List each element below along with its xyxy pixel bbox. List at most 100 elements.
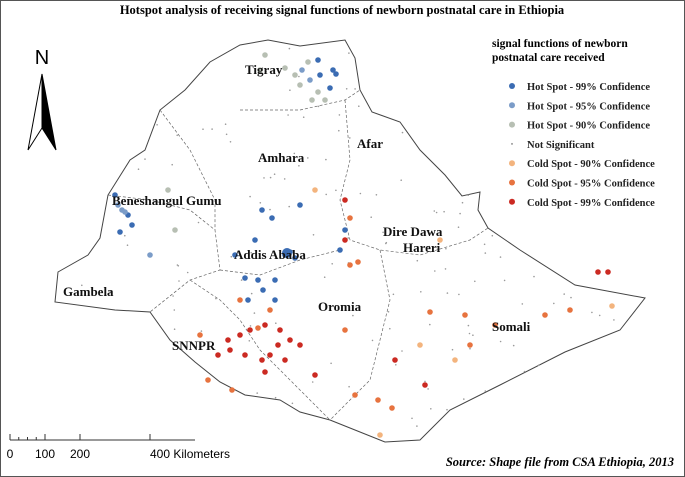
point-not-significant <box>385 241 388 244</box>
point <box>262 322 268 328</box>
point <box>225 337 231 343</box>
point <box>307 77 313 83</box>
point <box>342 237 348 243</box>
point-not-significant <box>382 231 384 234</box>
point <box>355 259 361 265</box>
point <box>232 252 238 258</box>
region-label: SNNPR <box>172 338 216 353</box>
point <box>229 387 235 393</box>
scale-label: 200 <box>70 447 90 461</box>
point-not-significant <box>446 408 448 411</box>
point-not-significant <box>434 270 436 272</box>
point-not-significant <box>433 210 436 212</box>
point-not-significant <box>375 194 378 196</box>
map-title: Hotspot analysis of receiving signal fun… <box>120 3 565 17</box>
point-not-significant <box>416 259 419 262</box>
point <box>259 357 265 363</box>
point <box>282 65 288 71</box>
point <box>315 57 321 63</box>
legend-marker <box>509 121 515 128</box>
point-not-significant <box>474 280 476 283</box>
point <box>237 297 243 303</box>
point <box>467 342 473 348</box>
point <box>262 52 268 58</box>
point-not-significant <box>325 158 327 161</box>
point-not-significant <box>446 292 449 294</box>
point-not-significant <box>124 234 126 237</box>
point-not-significant <box>352 314 354 317</box>
point-not-significant <box>358 105 360 107</box>
north-label: N <box>35 47 49 69</box>
point-not-significant <box>401 350 403 352</box>
point-not-significant <box>349 137 351 139</box>
scale-label: 400 Kilometers <box>150 447 230 461</box>
point-not-significant <box>523 370 526 373</box>
point <box>427 309 433 315</box>
point-not-significant <box>211 128 213 130</box>
point <box>299 67 305 73</box>
point-not-significant <box>173 309 176 311</box>
point-not-significant <box>370 216 373 218</box>
point <box>147 252 153 258</box>
point-not-significant <box>192 201 195 203</box>
point-not-significant <box>109 290 111 293</box>
point-not-significant <box>461 201 464 204</box>
point-not-significant <box>291 402 294 405</box>
point-not-significant <box>484 390 487 392</box>
point-not-significant <box>259 202 262 204</box>
point-not-significant <box>229 141 232 143</box>
legend-marker <box>509 179 515 186</box>
point-not-significant <box>472 334 474 337</box>
source: Source: Shape file from CSA Ethiopia, 20… <box>446 455 674 469</box>
region-label: Oromia <box>318 299 362 314</box>
legend-title: postnatal care received <box>492 52 605 64</box>
point <box>297 342 303 348</box>
legend-marker <box>511 142 513 145</box>
legend-title: signal functions of newborn <box>492 38 628 50</box>
points <box>81 47 615 438</box>
legend-label: Hot Spot - 90% Confidence <box>527 121 650 132</box>
region-label: Gambela <box>63 284 114 299</box>
point-not-significant <box>553 302 555 305</box>
point <box>337 247 343 253</box>
point <box>117 229 123 235</box>
point <box>259 207 265 213</box>
point-not-significant <box>178 280 180 282</box>
point <box>115 202 121 208</box>
point-not-significant <box>249 195 251 198</box>
point <box>267 307 273 313</box>
region-label: Beneshangul Gumu <box>112 193 221 208</box>
point-not-significant <box>499 340 502 343</box>
point-not-significant <box>240 279 243 281</box>
point-not-significant <box>354 88 356 90</box>
point <box>342 197 348 203</box>
point-not-significant <box>307 157 309 159</box>
point-not-significant <box>338 114 341 116</box>
point-not-significant <box>445 247 447 250</box>
point-not-significant <box>312 234 315 236</box>
point <box>262 369 268 375</box>
point <box>257 67 263 73</box>
region-labels: Tigray Afar Amhara Beneshangul Gumu Addis Ab… <box>63 62 531 353</box>
point <box>205 377 211 383</box>
region-label: Afar <box>357 136 383 151</box>
point-not-significant <box>371 339 374 342</box>
legend-label: Hot Spot - 95% Confidence <box>527 101 650 112</box>
point <box>275 342 281 348</box>
legend-label: Not Significant <box>527 140 595 151</box>
point-not-significant <box>469 347 471 350</box>
point <box>437 237 443 243</box>
point-not-significant <box>430 408 432 410</box>
point-not-significant <box>335 189 337 192</box>
point-not-significant <box>176 134 178 137</box>
point <box>269 215 275 221</box>
region-label: Tigray <box>245 62 283 77</box>
point-not-significant <box>613 319 615 321</box>
point <box>247 327 253 333</box>
point-not-significant <box>225 133 228 136</box>
point <box>347 215 353 221</box>
legend-marker <box>509 160 515 167</box>
point-not-significant <box>289 89 291 91</box>
point-not-significant <box>330 362 332 365</box>
legend: signal functions of newborn postnatal ca… <box>492 38 655 209</box>
